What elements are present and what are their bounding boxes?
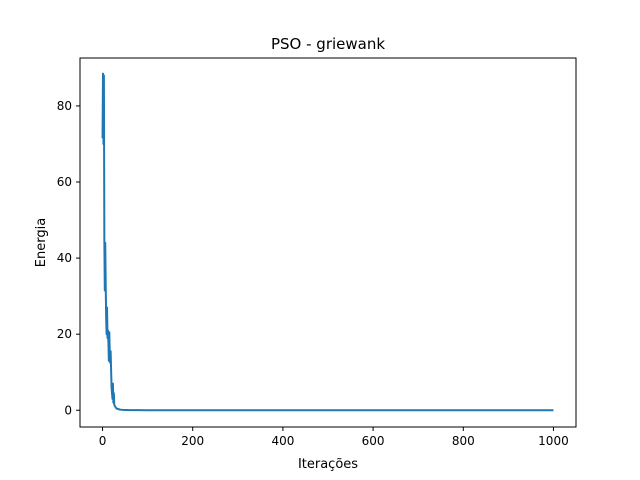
x-tick-label: 200 (181, 434, 204, 448)
y-axis-label: Energia (34, 218, 49, 267)
x-tick-label: 1000 (538, 434, 569, 448)
y-tick-label: 80 (57, 99, 72, 113)
x-tick-label: 0 (99, 434, 107, 448)
x-tick-label: 600 (362, 434, 385, 448)
plot-area (80, 58, 576, 427)
x-tick-label: 800 (452, 434, 475, 448)
x-axis-label: Iterações (298, 457, 358, 472)
y-tick-label: 20 (57, 327, 72, 341)
chart-title: PSO - griewank (271, 35, 385, 53)
x-tick-label: 400 (271, 434, 294, 448)
plot-frame (79, 57, 577, 428)
series-layer (101, 72, 554, 412)
series-line-0 (101, 72, 554, 412)
y-tick-label: 60 (57, 175, 72, 189)
ticks-layer: 0 200 400 600 800 1000 0 20 40 60 80 (57, 99, 569, 448)
y-tick-label: 0 (64, 403, 72, 417)
y-tick-label: 40 (57, 251, 72, 265)
